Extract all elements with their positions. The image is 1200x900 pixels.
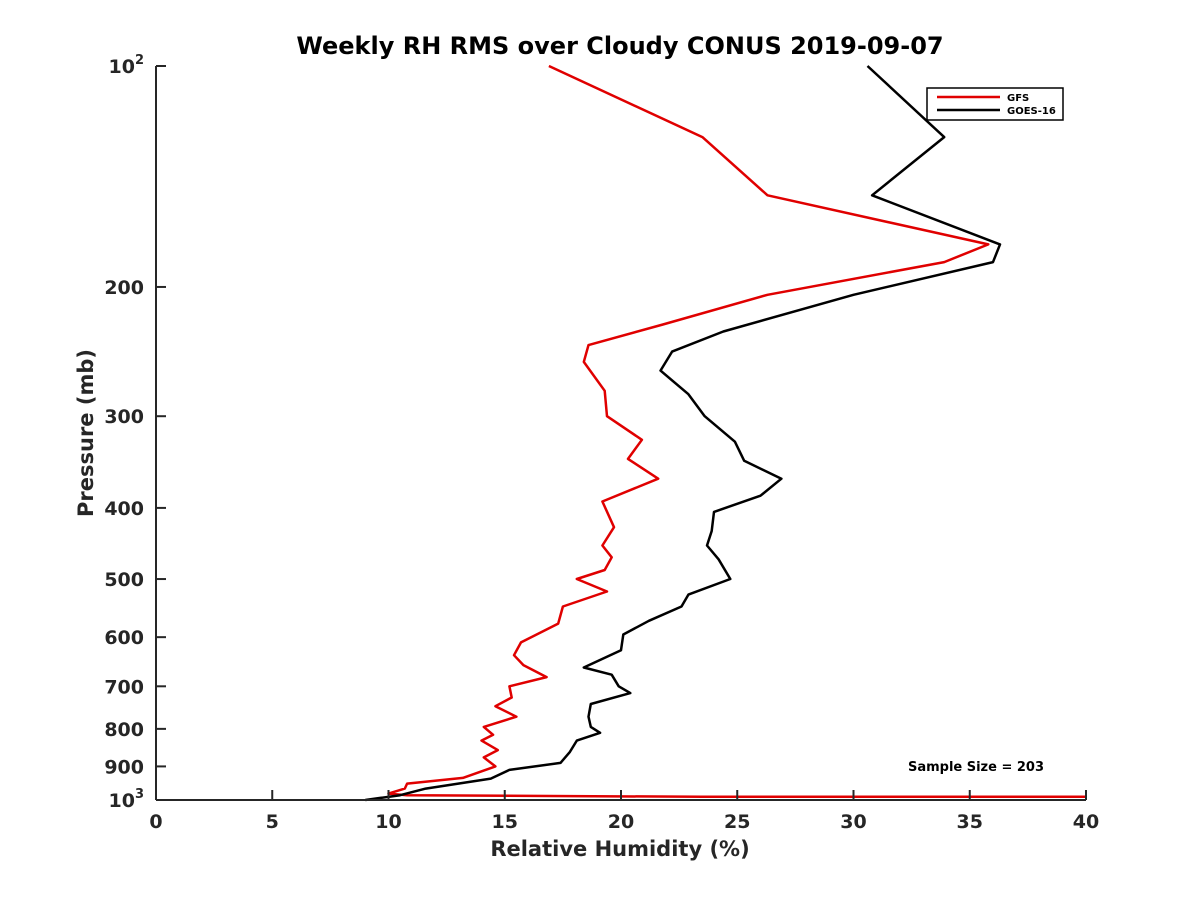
series-line-gfs [387,64,1086,799]
y-axis: 102 200 300 400 500 600 700 800 900 103 [104,53,166,812]
y-tick-label: 700 [104,676,144,698]
sample-size-annotation: Sample Size = 203 [908,760,1044,775]
y-tick-label: 500 [104,569,144,591]
y-tick-label: 102 [109,53,145,78]
legend: GFS GOES-16 [926,87,1064,121]
x-axis-label: Relative Humidity (%) [490,837,749,861]
legend-label-goes-16: GOES-16 [1007,106,1056,117]
x-tick-label: 20 [608,811,634,833]
y-tick-label: 900 [104,756,144,778]
x-tick-label: 5 [266,811,279,833]
y-tick-label: 200 [104,277,144,299]
x-tick-label: 25 [724,811,750,833]
y-tick-label: 103 [109,787,145,812]
x-tick-label: 0 [149,811,162,833]
series-line-goes-16 [365,65,1002,802]
y-axis-label: Pressure (mb) [74,349,98,517]
y-tick-label: 800 [104,719,144,741]
legend-label-gfs: GFS [1007,93,1029,104]
x-axis: 0 5 10 15 20 25 30 35 40 [149,790,1099,833]
x-tick-label: 10 [375,811,401,833]
y-tick-label: 300 [104,406,144,428]
x-tick-label: 35 [957,811,983,833]
legend-box [926,87,1064,121]
x-tick-label: 40 [1073,811,1099,833]
plot-area [365,64,1086,802]
x-tick-label: 30 [840,811,866,833]
chart-title: Weekly RH RMS over Cloudy CONUS 2019-09-… [296,32,943,60]
y-tick-label: 400 [104,498,144,520]
y-tick-label: 600 [104,627,144,649]
x-tick-label: 15 [492,811,518,833]
